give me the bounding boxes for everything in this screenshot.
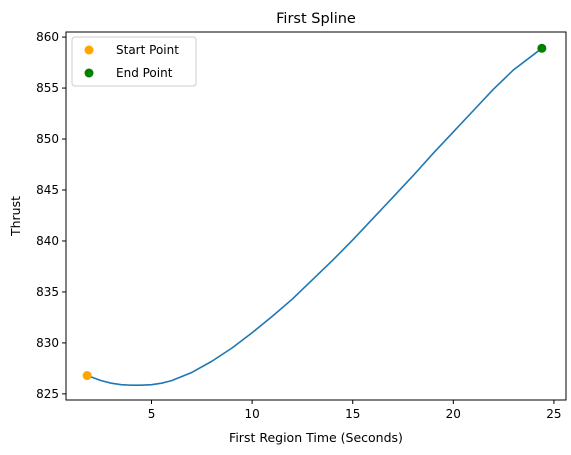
legend-marker-end-point (84, 68, 94, 78)
plot-area: 5 10 15 20 25 825 830 835 840 845 850 855 860 (36, 30, 561, 421)
axes-frame (65, 31, 567, 401)
x-tick-label: 25 (546, 407, 561, 421)
start-point-marker (82, 371, 92, 381)
x-tick-label: 5 (148, 407, 156, 421)
y-tick-label: 845 (36, 183, 59, 197)
x-tick-label: 20 (446, 407, 461, 421)
y-tick-label: 830 (36, 336, 59, 350)
y-tick-label: 825 (36, 387, 59, 401)
chart-title: First Spline (276, 11, 356, 27)
legend-marker-start-point (84, 45, 94, 55)
y-tick-label: 835 (36, 285, 59, 299)
x-tick-label: 10 (244, 407, 259, 421)
legend-label-start-point: Start Point (116, 43, 179, 57)
y-tick-label: 850 (36, 132, 59, 146)
spline-curve (86, 47, 543, 387)
y-tick-label: 855 (36, 81, 59, 95)
legend-label-end-point: End Point (116, 66, 173, 80)
legend: Start Point End Point (71, 36, 197, 87)
y-tick-label: 840 (36, 234, 59, 248)
legend-box (71, 36, 197, 87)
y-axis-label: Thrust (8, 196, 23, 237)
x-tick-label: 15 (345, 407, 360, 421)
end-point-marker (537, 43, 547, 53)
y-tick-label: 860 (36, 30, 59, 44)
x-axis-label: First Region Time (Seconds) (229, 430, 403, 445)
